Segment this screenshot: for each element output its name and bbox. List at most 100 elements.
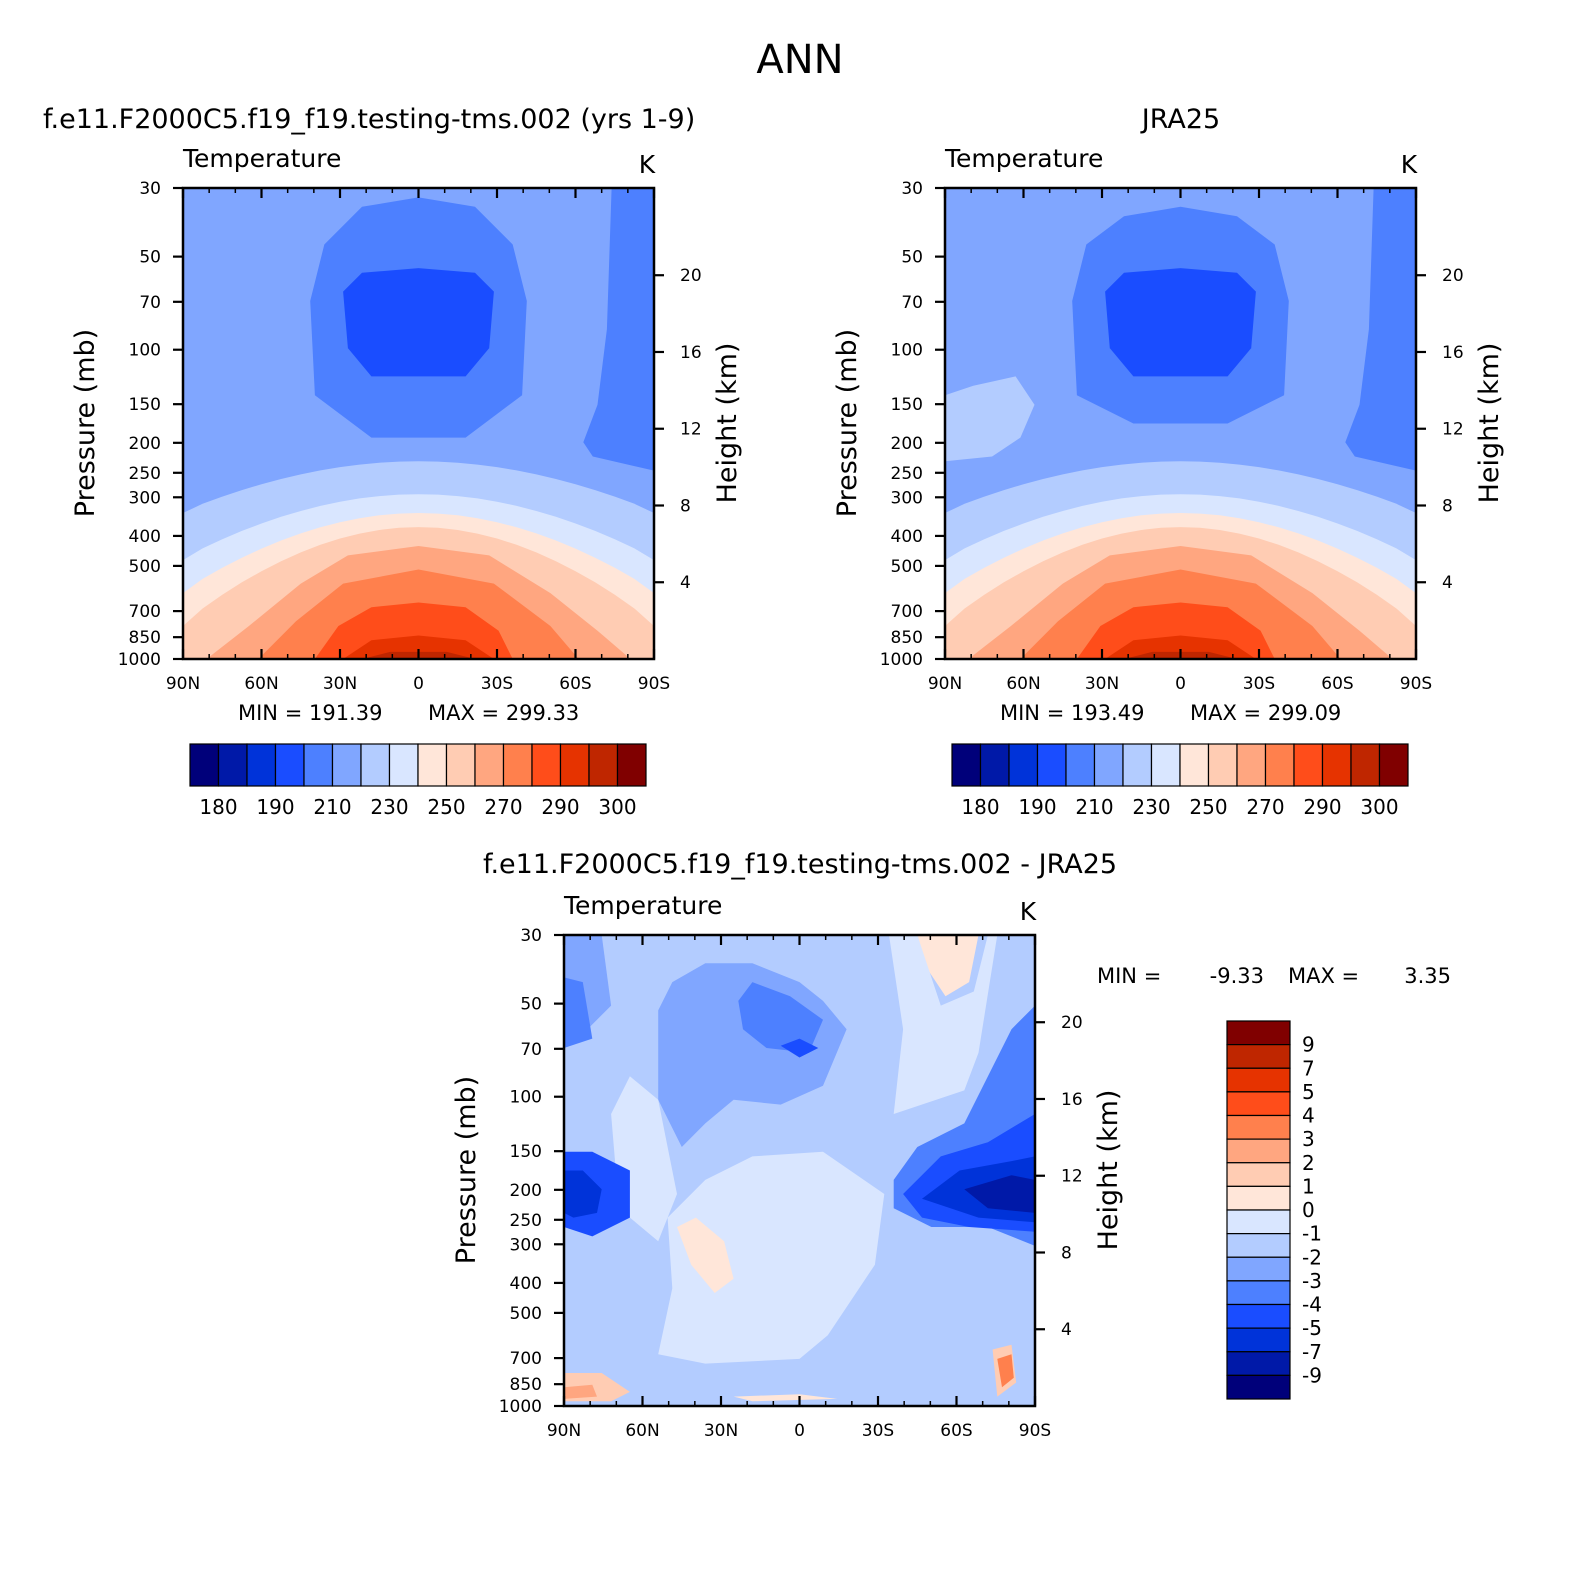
colorbar-label: 230 (1132, 795, 1170, 819)
x-tick-label: 30S (1243, 674, 1275, 694)
colorbar-box (303, 743, 334, 787)
colorbar-box (1207, 743, 1238, 787)
panel-diff-var-label: Temperature (563, 891, 722, 920)
colorbar-box (1226, 1209, 1291, 1235)
colorbar-box (1008, 743, 1039, 787)
contour-band (964, 1175, 1035, 1213)
contour-band (917, 935, 979, 997)
colorbar-label: 250 (1189, 795, 1227, 819)
panel-model-var-label: Temperature (182, 144, 341, 173)
y-tick-label: 1000 (118, 650, 161, 670)
y-tick-label: 100 (129, 341, 161, 361)
colorbar-box (1226, 1327, 1291, 1353)
colorbar-box (246, 743, 277, 787)
panel-diff-contours (564, 935, 1035, 1406)
colorbar-label: 2 (1302, 1151, 1315, 1175)
y-tick-label: 500 (891, 557, 923, 577)
colorbar-box (559, 743, 590, 787)
colorbar-box (951, 743, 982, 787)
panel-diff-axes: 90N 60N 30N 0 30S 60S 90S 30 50 70 100 150 200 250 300… (499, 926, 1083, 1441)
colorbar-box (1150, 743, 1181, 787)
colorbar-label: 300 (1360, 795, 1398, 819)
y-tick-label: 400 (510, 1274, 542, 1294)
y-tick-label: 50 (520, 995, 542, 1015)
y-tick-label: 30 (520, 926, 542, 946)
y2-tick-label: 16 (1442, 343, 1464, 363)
y-tick-label: 250 (891, 464, 923, 484)
colorbar-box (1350, 743, 1381, 787)
contour-band (780, 1038, 819, 1058)
colorbar-box (360, 743, 391, 787)
y-tick-label: 500 (510, 1304, 542, 1324)
y-tick-label: 850 (129, 628, 161, 648)
contour-band (583, 188, 654, 471)
colorbar-label: 250 (427, 795, 465, 819)
colorbar-box (588, 743, 619, 787)
y-tick-label: 300 (129, 488, 161, 508)
colorbar-box (1226, 1114, 1291, 1140)
y2-tick-label: 8 (1061, 1243, 1072, 1263)
colorbar-label: -7 (1302, 1340, 1322, 1364)
contour-band (1105, 268, 1256, 377)
colorbar-box (217, 743, 248, 787)
colorbar-label: 9 (1302, 1033, 1315, 1057)
panel-obs-colorbar: 180 190 210 230 250 270 290 300 (951, 743, 1409, 819)
colorbar-box (474, 743, 505, 787)
panel-model-title: f.e11.F2000C5.f19_f19.testing-tms.002 (y… (43, 104, 695, 135)
contour-band (1345, 188, 1416, 471)
panel-diff-title: f.e11.F2000C5.f19_f19.testing-tms.002 - … (483, 849, 1117, 880)
contour-band (564, 977, 593, 1048)
colorbar-label: 290 (1303, 795, 1341, 819)
colorbar-label: 7 (1302, 1056, 1315, 1080)
panel-model-axes: 90N 60N 30N 0 30S 60S 90S 30 50 70 100 150 200 250 300… (118, 179, 702, 694)
panel-obs-ylabel: Pressure (mb) (832, 329, 863, 517)
y-tick-label: 300 (891, 488, 923, 508)
colorbar-box (1226, 1374, 1291, 1400)
colorbar-box (189, 743, 220, 787)
colorbar-box (1036, 743, 1067, 787)
panel-obs-max: MAX = 299.09 (1190, 701, 1341, 725)
colorbar-label: 270 (1246, 795, 1284, 819)
colorbar-box (417, 743, 448, 787)
x-tick-label: 60N (625, 1421, 659, 1441)
colorbar-box (331, 743, 362, 787)
y2-tick-label: 20 (1442, 266, 1464, 286)
panel-obs: JRA25 Temperature K 90N 60N 30N 0 30S 60S 90S 3… (832, 104, 1505, 819)
contour-band (1105, 635, 1256, 659)
y-tick-label: 1000 (499, 1397, 542, 1417)
colorbar-label: 190 (1018, 795, 1056, 819)
x-tick-label: 60S (940, 1421, 972, 1441)
colorbar-box (1226, 1233, 1291, 1258)
panel-model-units: K (639, 150, 656, 179)
y-tick-label: 250 (510, 1211, 542, 1231)
colorbar-label: -9 (1302, 1363, 1322, 1387)
y-tick-label: 400 (129, 527, 161, 547)
contour-band (677, 1217, 734, 1293)
y-tick-label: 300 (510, 1235, 542, 1255)
y-tick-label: 850 (891, 628, 923, 648)
panel-model-y2label: Height (km) (712, 343, 743, 504)
colorbar-label: -5 (1302, 1316, 1322, 1340)
y2-tick-label: 12 (680, 420, 702, 440)
contour-band (733, 1394, 838, 1402)
colorbar-label: 4 (1302, 1104, 1315, 1128)
contour-band (343, 268, 494, 377)
panel-obs-var-label: Temperature (944, 144, 1103, 173)
x-tick-label: 90S (638, 674, 670, 694)
colorbar-box (1226, 1138, 1291, 1164)
colorbar-box (1226, 1303, 1291, 1329)
colorbar-box (1226, 1351, 1291, 1376)
panel-obs-y2label: Height (km) (1474, 343, 1505, 504)
colorbar-label: 190 (256, 795, 294, 819)
y-tick-label: 700 (129, 602, 161, 622)
y-tick-label: 400 (891, 527, 923, 547)
y2-tick-label: 20 (1061, 1013, 1083, 1033)
y-tick-label: 250 (129, 464, 161, 484)
x-tick-label: 60N (1006, 674, 1040, 694)
y-tick-label: 150 (129, 395, 161, 415)
colorbar-label: 210 (1075, 795, 1113, 819)
colorbar-label: 3 (1302, 1127, 1315, 1151)
y-tick-label: 70 (520, 1040, 542, 1060)
x-tick-label: 60S (1321, 674, 1353, 694)
